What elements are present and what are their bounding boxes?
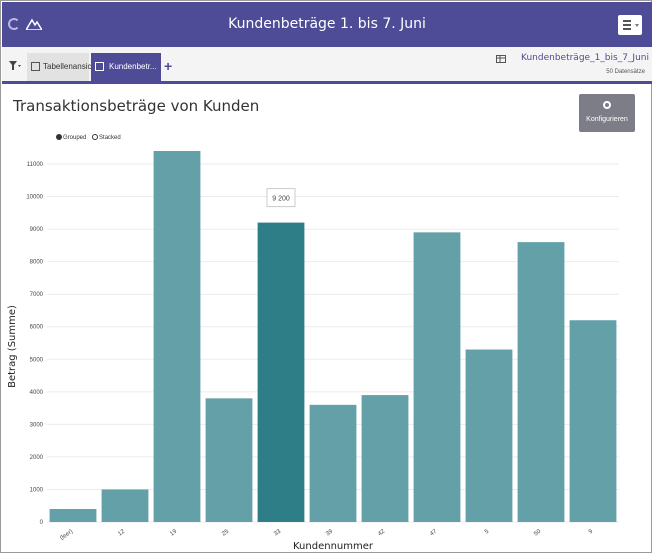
y-tick-label: 1000 bbox=[30, 487, 44, 493]
chart-mode-legend: Grouped Stacked bbox=[56, 134, 125, 141]
tab-chart-view[interactable]: Kundenbetr... bbox=[91, 53, 161, 81]
filter-icon[interactable] bbox=[9, 61, 21, 71]
y-tick-label: 11000 bbox=[27, 162, 44, 168]
add-tab-icon[interactable]: + bbox=[164, 58, 173, 74]
menu-button[interactable] bbox=[618, 15, 642, 35]
bar[interactable] bbox=[309, 404, 357, 522]
tab-label: Kundenbetr... bbox=[109, 62, 157, 71]
bar[interactable] bbox=[153, 151, 201, 522]
configure-button[interactable]: Konfigurieren bbox=[579, 94, 635, 132]
y-tick-label: 3000 bbox=[30, 422, 44, 428]
y-axis-title: Betrag (Summe) bbox=[7, 305, 18, 388]
y-tick-label: 9000 bbox=[30, 227, 44, 233]
chart-icon bbox=[95, 62, 104, 71]
table-icon bbox=[31, 62, 40, 71]
y-tick-label: 6000 bbox=[30, 325, 44, 331]
chart-title: Transaktionsbeträge von Kunden bbox=[13, 97, 260, 115]
y-tick-label: 5000 bbox=[30, 357, 44, 363]
y-tick-label: 0 bbox=[40, 520, 44, 526]
refresh-icon[interactable] bbox=[8, 18, 20, 30]
chevron-down-icon bbox=[635, 24, 639, 27]
x-tick-label: 42 bbox=[377, 528, 386, 537]
top-bar: Kundenbeträge 1. bis 7. Juni bbox=[2, 2, 652, 47]
y-tick-label: 2000 bbox=[30, 455, 44, 461]
dataset-icon bbox=[496, 55, 506, 63]
x-tick-label: 9 bbox=[588, 528, 595, 535]
bar[interactable] bbox=[101, 489, 149, 522]
y-tick-label: 7000 bbox=[30, 292, 44, 298]
x-tick-label: 33 bbox=[273, 528, 282, 537]
x-tick-label: 39 bbox=[325, 528, 334, 537]
bar[interactable] bbox=[205, 398, 253, 522]
app-title: Kundenbeträge 1. bis 7. Juni bbox=[228, 16, 426, 32]
logo-icon bbox=[26, 18, 42, 30]
radio-unselected-icon bbox=[92, 134, 99, 140]
hamburger-icon bbox=[623, 20, 631, 30]
tab-bar: Tabellenansicht Kundenbetr... + Kundenbe… bbox=[2, 47, 652, 84]
gear-icon bbox=[603, 101, 611, 109]
dataset-count: 50 Datensätze bbox=[606, 69, 645, 75]
tooltip bbox=[266, 188, 296, 208]
bar[interactable] bbox=[257, 222, 305, 522]
x-axis-title: Kundennummer bbox=[293, 541, 374, 551]
x-tick-label: 5 bbox=[484, 528, 491, 535]
x-tick-label: 47 bbox=[429, 528, 438, 537]
x-tick-label: 25 bbox=[221, 528, 230, 537]
x-tick-label: 19 bbox=[169, 528, 178, 537]
tab-table-view[interactable]: Tabellenansicht bbox=[27, 53, 98, 81]
radio-selected-icon bbox=[56, 134, 62, 140]
x-tick-label: 50 bbox=[533, 528, 542, 537]
tab-label: Tabellenansicht bbox=[43, 62, 99, 71]
grouped-label: Grouped bbox=[63, 135, 87, 141]
bar[interactable] bbox=[413, 232, 461, 522]
y-tick-label: 10000 bbox=[26, 195, 43, 201]
y-tick-label: 4000 bbox=[30, 390, 44, 396]
stacked-label: Stacked bbox=[99, 135, 121, 141]
tooltip-text: 9 200 bbox=[272, 196, 290, 203]
bar[interactable] bbox=[49, 508, 97, 522]
dataset-name[interactable]: Kundenbeträge_1_bis_7_Juni bbox=[521, 53, 649, 63]
x-tick-label: 12 bbox=[117, 528, 126, 537]
bar[interactable] bbox=[517, 242, 565, 522]
y-tick-label: 8000 bbox=[30, 260, 44, 266]
bar-chart: 0 1000 2000 3000 4000 5000 6000 7000 8000 9000 100… bbox=[7, 151, 619, 551]
stacked-option[interactable]: Stacked bbox=[92, 134, 121, 141]
bar[interactable] bbox=[361, 395, 409, 522]
bar[interactable] bbox=[569, 320, 617, 522]
x-tick-label: (leer) bbox=[59, 529, 74, 542]
grouped-option[interactable]: Grouped bbox=[56, 134, 86, 141]
configure-label: Konfigurieren bbox=[586, 116, 628, 123]
bar[interactable] bbox=[465, 349, 513, 522]
